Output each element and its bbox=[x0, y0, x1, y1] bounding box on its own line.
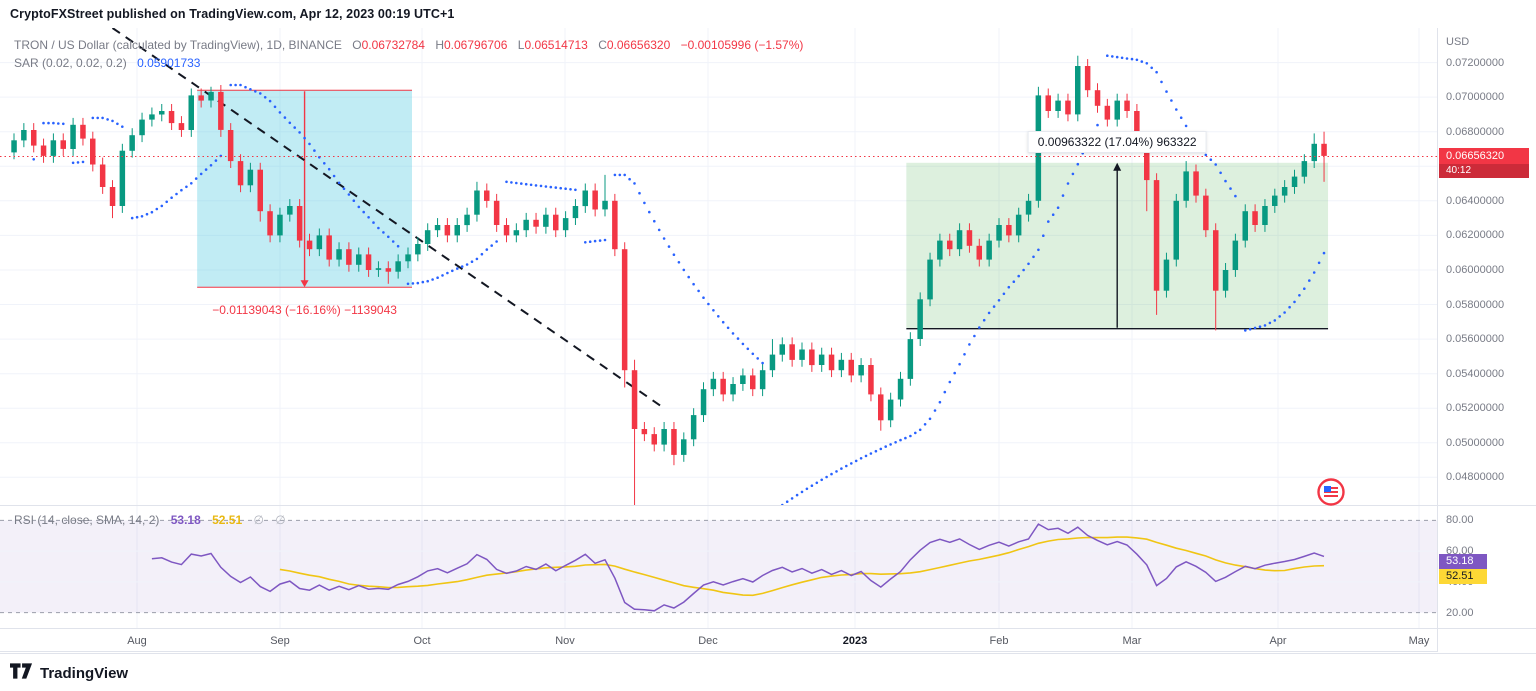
time-tick-dec: Dec bbox=[698, 635, 718, 647]
price-tick: 0.05600000 bbox=[1446, 333, 1505, 346]
time-tick-2023: 2023 bbox=[842, 635, 868, 647]
empty-set-icon: ∅ bbox=[253, 513, 264, 527]
rsi-tick: 80.00 bbox=[1446, 514, 1474, 527]
empty-set-icon: ∅ bbox=[275, 513, 286, 527]
price-tick: 0.05200000 bbox=[1446, 402, 1505, 415]
rsi-pane[interactable] bbox=[0, 505, 1437, 628]
price-axis[interactable]: USD 0.072000000.070000000.068000000.0660… bbox=[1438, 28, 1536, 628]
parabolic-sar-dots bbox=[32, 54, 1326, 505]
pane-divider[interactable] bbox=[0, 505, 1536, 506]
ohlc-high: H0.06796706 bbox=[435, 38, 508, 52]
footer: TradingView bbox=[0, 656, 1536, 691]
price-tick: 0.07200000 bbox=[1446, 56, 1505, 69]
ohlc-close: C0.06656320 bbox=[598, 38, 671, 52]
down-measure-label[interactable]: −0.01139043 (−16.16%) −1139043 bbox=[212, 303, 397, 318]
tradingview-logo-icon[interactable] bbox=[10, 662, 33, 685]
price-tick: 0.04800000 bbox=[1446, 471, 1505, 484]
time-axis-divider bbox=[0, 628, 1536, 629]
attribution-line: CryptoFXStreet published on TradingView.… bbox=[10, 7, 455, 21]
rsi-label: RSI (14, close, SMA, 14, 2) bbox=[14, 513, 160, 527]
rsi-line bbox=[151, 523, 1325, 612]
time-tick-mar: Mar bbox=[1122, 635, 1142, 647]
rsi-sma-value: 52.51 bbox=[212, 513, 243, 527]
sar-label: SAR (0.02, 0.02, 0.2) bbox=[14, 56, 127, 70]
up-price-range-drawing[interactable] bbox=[906, 162, 1329, 330]
price-axis-divider bbox=[1437, 28, 1438, 652]
time-tick-may: May bbox=[1408, 635, 1430, 647]
rsi-value-badge: 53.18 bbox=[1439, 553, 1487, 569]
rsi-tick: 20.00 bbox=[1446, 606, 1474, 619]
time-tick-sep: Sep bbox=[270, 635, 290, 647]
change-value: −0.00105996 (−1.57%) bbox=[680, 38, 804, 52]
price-tick: 0.07000000 bbox=[1446, 91, 1505, 104]
price-tick: 0.06800000 bbox=[1446, 125, 1505, 138]
price-tick: 0.05000000 bbox=[1446, 436, 1505, 449]
time-tick-feb: Feb bbox=[989, 635, 1009, 647]
tradingview-brand[interactable]: TradingView bbox=[40, 665, 129, 682]
sar-value: 0.05901733 bbox=[137, 56, 201, 70]
rsi-legend: RSI (14, close, SMA, 14, 2) 53.18 52.51 … bbox=[14, 513, 286, 527]
rsi-value: 53.18 bbox=[170, 513, 201, 527]
up-measure-label[interactable]: 0.00963322 (17.04%) 963322 bbox=[1027, 130, 1207, 153]
rsi-sma-value-badge: 52.51 bbox=[1439, 568, 1487, 584]
rsi-band bbox=[0, 520, 1437, 613]
price-tick: 0.05800000 bbox=[1446, 298, 1505, 311]
grid bbox=[0, 28, 1437, 505]
price-pane[interactable] bbox=[0, 28, 1437, 505]
price-tick: 0.06400000 bbox=[1446, 194, 1505, 207]
ohlc-low: L0.06514713 bbox=[517, 38, 588, 52]
last-price-badge: 0.06656320 40:12 bbox=[1439, 147, 1529, 178]
candlestick-series bbox=[11, 55, 1327, 505]
price-tick: 0.06200000 bbox=[1446, 229, 1505, 242]
last-price-value: 0.06656320 bbox=[1439, 147, 1529, 164]
time-tick-nov: Nov bbox=[555, 635, 575, 647]
time-tick-aug: Aug bbox=[127, 635, 147, 647]
ohlc-open: O0.06732784 bbox=[352, 38, 425, 52]
down-price-range-drawing[interactable] bbox=[197, 89, 412, 288]
currency-label: USD bbox=[1446, 36, 1470, 48]
symbol-legend: TRON / US Dollar (calculated by TradingV… bbox=[14, 38, 803, 52]
price-tick: 0.05400000 bbox=[1446, 367, 1505, 380]
flag-icon[interactable] bbox=[1316, 477, 1346, 512]
sar-legend: SAR (0.02, 0.02, 0.2) 0.05901733 bbox=[14, 56, 200, 70]
price-tick: 0.06000000 bbox=[1446, 264, 1505, 276]
rsi-sma-line bbox=[279, 536, 1325, 597]
time-tick-apr: Apr bbox=[1269, 635, 1287, 647]
footer-divider bbox=[0, 653, 1536, 654]
time-tick-oct: Oct bbox=[413, 635, 431, 647]
bar-countdown: 40:12 bbox=[1439, 163, 1529, 178]
time-axis[interactable]: Aug Sep Oct Nov Dec 2023 Feb Mar Apr May bbox=[0, 628, 1437, 652]
symbol-title: TRON / US Dollar (calculated by TradingV… bbox=[14, 38, 342, 52]
